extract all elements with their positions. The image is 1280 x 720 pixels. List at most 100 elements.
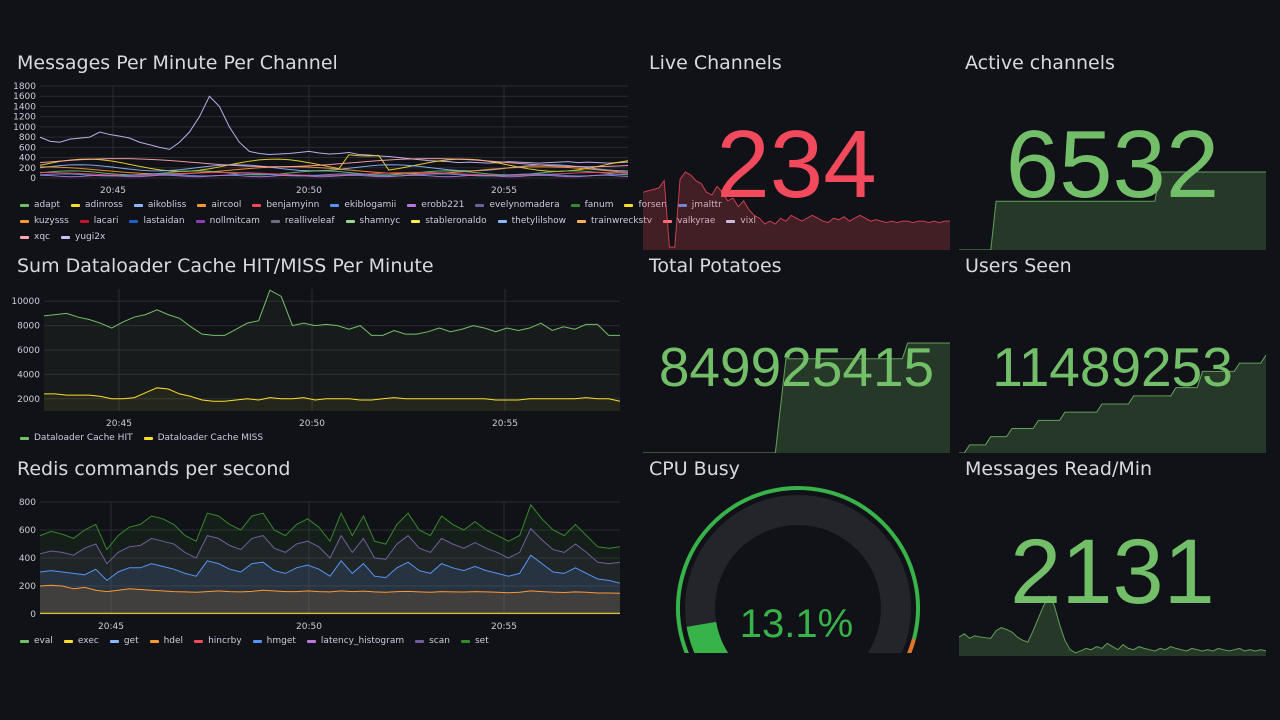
legend-item-evelynomadera[interactable]: evelynomadera	[475, 200, 560, 210]
legend-swatch	[306, 639, 316, 643]
legend-label: lacari	[93, 216, 119, 226]
legend-label: latency_histogram	[320, 636, 405, 646]
messages-read-value: 2131	[1010, 521, 1215, 623]
legend-item-eval[interactable]: eval	[20, 636, 53, 646]
legend-item-get[interactable]: get	[109, 636, 139, 646]
legend-item-lastaidan[interactable]: lastaidan	[129, 216, 185, 226]
legend-item-lacari[interactable]: lacari	[79, 216, 119, 226]
legend-label: set	[474, 636, 489, 646]
legend-swatch	[460, 639, 470, 643]
y-tick-label: 10000	[11, 297, 40, 307]
legend-item-hdel[interactable]: hdel	[149, 636, 184, 646]
redis-legend: eval exec get hdel hincrby hmget latency_histo…	[20, 633, 500, 649]
y-tick-label: 800	[19, 498, 36, 508]
legend-item-benjamyinn[interactable]: benjamyinn	[252, 200, 319, 210]
legend-item-dataloader-cache-miss[interactable]: Dataloader Cache MISS	[143, 433, 263, 443]
redis-series-area	[40, 504, 620, 614]
users-seen-value: 11489253	[992, 336, 1233, 398]
legend-swatch	[252, 203, 262, 207]
legend-label: evelynomadera	[489, 200, 560, 210]
total-potatoes-sparkline	[643, 342, 950, 453]
legend-item-fanum[interactable]: fanum	[570, 200, 613, 210]
y-tick-label: 0	[30, 610, 36, 620]
legend-item-yugi2x[interactable]: yugi2x	[61, 232, 105, 242]
x-tick-label: 20:50	[299, 419, 325, 429]
y-tick-label: 1000	[13, 123, 36, 133]
legend-swatch	[407, 203, 417, 207]
redis-panel-title[interactable]: Redis commands per second	[17, 458, 291, 480]
y-tick-label: 1800	[13, 82, 36, 92]
legend-item-erobb221[interactable]: erobb221	[407, 200, 464, 210]
legend-swatch	[149, 639, 159, 643]
legend-label: jmalttr	[691, 200, 722, 210]
legend-label: xqc	[34, 232, 50, 242]
legend-label: yugi2x	[75, 232, 106, 242]
legend-swatch	[194, 639, 204, 643]
legend-item-hmget[interactable]: hmget	[252, 636, 296, 646]
legend-item-shamnyc[interactable]: shamnyc	[345, 216, 400, 226]
legend-label: adapt	[34, 200, 60, 210]
live-channels-title[interactable]: Live Channels	[649, 52, 782, 74]
messages-read-sparkline	[959, 594, 1266, 656]
legend-item-jmalttr[interactable]: jmalttr	[677, 200, 722, 210]
sparkline-line	[959, 594, 1266, 654]
legend-item-exec[interactable]: exec	[63, 636, 99, 646]
legend-item-vixl[interactable]: vixl	[726, 216, 756, 226]
legend-item-trainwreckstv[interactable]: trainwreckstv	[577, 216, 652, 226]
sparkline-area	[959, 596, 1266, 656]
legend-item-scan[interactable]: scan	[415, 636, 450, 646]
y-tick-label: 200	[19, 164, 36, 174]
messages-read-title[interactable]: Messages Read/Min	[965, 458, 1153, 480]
cache-series-line	[44, 387, 621, 402]
cache-panel-title[interactable]: Sum Dataloader Cache HIT/MISS Per Minute	[17, 255, 434, 277]
y-tick-label: 8000	[17, 322, 40, 332]
legend-label: Dataloader Cache HIT	[34, 433, 133, 443]
legend-item-stableronaldo[interactable]: stableronaldo	[411, 216, 487, 226]
messages-panel-title[interactable]: Messages Per Minute Per Channel	[17, 52, 338, 74]
legend-swatch	[726, 219, 736, 223]
cpu-busy-value: 13.1%	[739, 602, 854, 646]
legend-label: hdel	[163, 636, 184, 646]
y-tick-label: 1600	[13, 92, 36, 102]
legend-item-realliveleaf[interactable]: realliveleaf	[270, 216, 335, 226]
redis-series-area	[40, 528, 620, 614]
legend-swatch	[20, 203, 29, 207]
cache-chart[interactable]: 10000 8000 6000 4000 2000 20:45 20:50 20:55	[0, 285, 630, 435]
legend-item-xqc[interactable]: xqc	[20, 232, 50, 242]
redis-chart[interactable]: 800 600 400 200 0 20:45 20:50 20:55	[0, 488, 630, 638]
legend-item-adinross[interactable]: adinross	[71, 200, 123, 210]
legend-swatch	[61, 235, 70, 239]
cache-series-line	[43, 289, 620, 336]
legend-swatch	[109, 639, 119, 643]
users-seen-title[interactable]: Users Seen	[965, 255, 1072, 277]
x-tick-label: 20:45	[98, 622, 124, 632]
legend-item-dataloader-cache-hit[interactable]: Dataloader Cache HIT	[20, 433, 133, 443]
legend-item-adapt[interactable]: adapt	[20, 200, 60, 210]
legend-swatch	[624, 203, 634, 207]
gauge-value-arc	[686, 621, 729, 653]
y-tick-label: 800	[19, 133, 36, 143]
legend-swatch	[129, 219, 139, 223]
legend-item-kuzysss[interactable]: kuzysss	[20, 216, 69, 226]
cpu-busy-title[interactable]: CPU Busy	[649, 458, 740, 480]
legend-item-set[interactable]: set	[460, 636, 489, 646]
legend-item-forsen[interactable]: forsen	[624, 200, 667, 210]
legend-label: valkyrae	[677, 216, 716, 226]
legend-item-nollmitcam[interactable]: nollmitcam	[195, 216, 260, 226]
legend-item-ekiblogamii[interactable]: ekiblogamii	[330, 200, 396, 210]
legend-item-latency-histogram[interactable]: latency_histogram	[306, 636, 405, 646]
legend-label: erobb221	[421, 200, 465, 210]
legend-item-hincrby[interactable]: hincrby	[194, 636, 242, 646]
active-channels-title[interactable]: Active channels	[965, 52, 1115, 74]
messages-read-panel: Messages Read/Min 2131	[959, 458, 1266, 656]
legend-swatch	[677, 203, 687, 207]
legend-item-thetylilshow[interactable]: thetylilshow	[497, 216, 566, 226]
y-tick-label: 0	[30, 174, 36, 184]
legend-swatch	[415, 639, 425, 643]
legend-item-aikobliss[interactable]: aikobliss	[133, 200, 186, 210]
legend-label: adinross	[85, 200, 123, 210]
total-potatoes-title[interactable]: Total Potatoes	[649, 255, 782, 277]
legend-item-aircool[interactable]: aircool	[197, 200, 241, 210]
sparkline-area	[643, 343, 950, 453]
